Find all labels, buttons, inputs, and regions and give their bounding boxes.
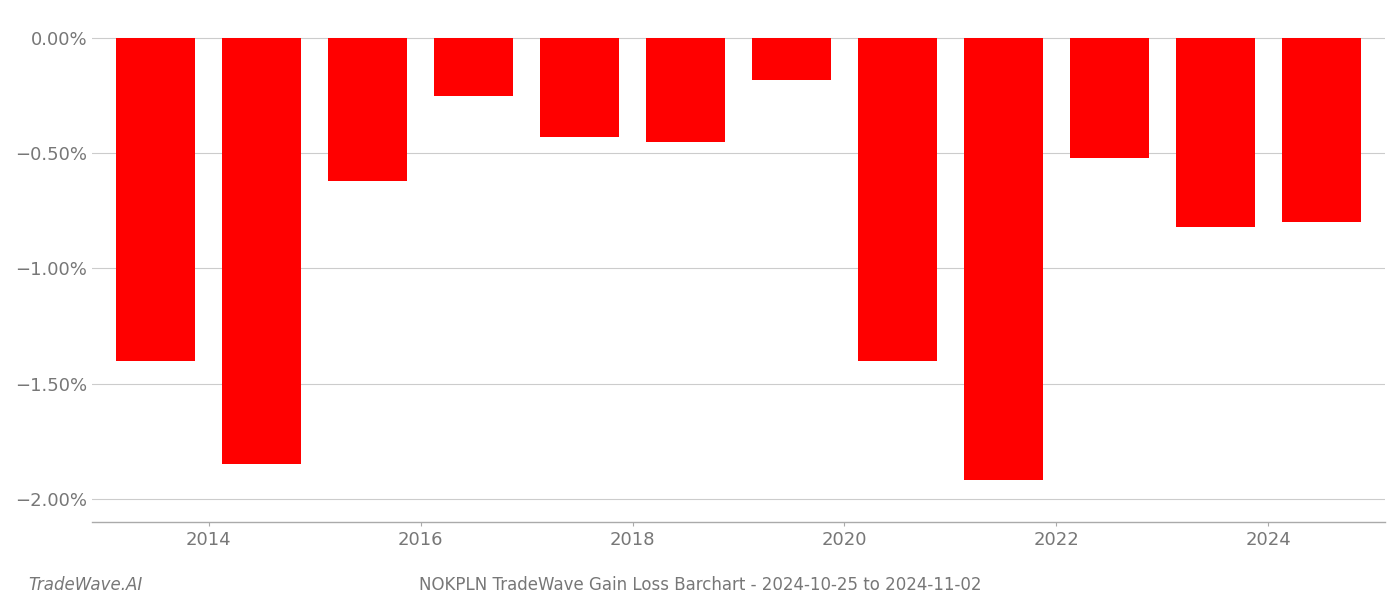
Bar xyxy=(221,38,301,464)
Bar xyxy=(752,38,832,80)
Bar xyxy=(645,38,725,142)
Bar xyxy=(1281,38,1361,223)
Bar xyxy=(963,38,1043,481)
Bar xyxy=(858,38,937,361)
Bar xyxy=(1176,38,1256,227)
Text: NOKPLN TradeWave Gain Loss Barchart - 2024-10-25 to 2024-11-02: NOKPLN TradeWave Gain Loss Barchart - 20… xyxy=(419,576,981,594)
Bar xyxy=(328,38,407,181)
Text: TradeWave.AI: TradeWave.AI xyxy=(28,576,143,594)
Bar xyxy=(1070,38,1149,158)
Bar xyxy=(434,38,514,95)
Bar xyxy=(540,38,619,137)
Bar xyxy=(116,38,196,361)
